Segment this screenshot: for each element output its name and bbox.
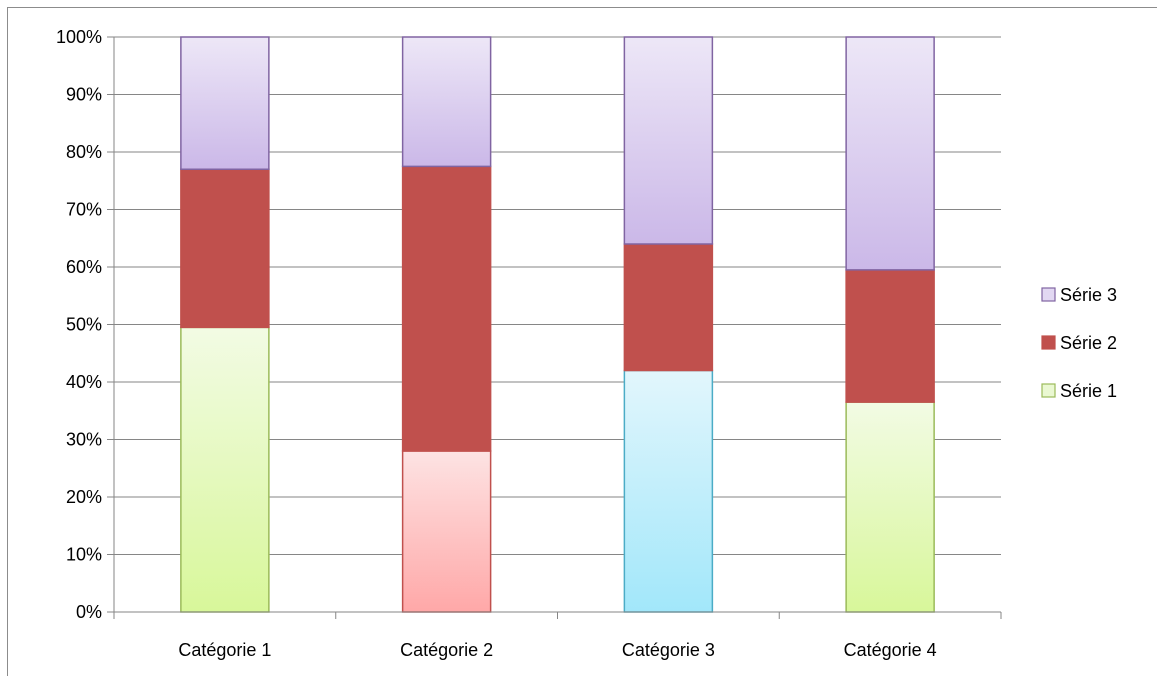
y-tick-label: 30%	[66, 430, 102, 450]
y-tick-label: 0%	[76, 602, 102, 622]
x-tick-label: Catégorie 1	[178, 640, 271, 660]
y-tick-label: 100%	[56, 27, 102, 47]
legend-label: Série 1	[1060, 381, 1117, 401]
y-tick-label: 60%	[66, 257, 102, 277]
y-tick-label: 80%	[66, 142, 102, 162]
bar-segment-serie-2-cat-2	[401, 165, 492, 452]
bar-segment-serie-3-cat-4	[845, 36, 935, 271]
y-tick-label: 50%	[66, 315, 102, 335]
legend-swatch	[1041, 383, 1056, 398]
y-tick-label: 20%	[66, 487, 102, 507]
bar-segment-serie-1-cat-4	[845, 401, 935, 613]
stacked-percent-bar-chart: 0% 10% 20% 30% 40% 50% 60% 70% 80% 90% 100% Catégor…	[56, 27, 1117, 660]
bar-segment-serie-2-cat-3	[623, 243, 714, 372]
y-tick-label: 10%	[66, 545, 102, 565]
x-tick-label: Catégorie 2	[400, 640, 493, 660]
x-tick-label: Catégorie 3	[622, 640, 715, 660]
bar-segment-serie-3-cat-3	[623, 36, 714, 245]
bar-segment-serie-2-cat-4	[845, 269, 935, 403]
legend-label: Série 3	[1060, 285, 1117, 305]
y-tick-label: 90%	[66, 85, 102, 105]
bar-segment-serie-3-cat-1	[180, 36, 270, 170]
legend: Série 3 Série 2 Série 1	[1041, 285, 1117, 401]
legend-swatch	[1041, 287, 1056, 302]
chart-frame: 0% 10% 20% 30% 40% 50% 60% 70% 80% 90% 100% Catégor…	[7, 7, 1157, 676]
axes: 0% 10% 20% 30% 40% 50% 60% 70% 80% 90% 100% Catégor…	[56, 27, 1002, 660]
legend-swatch	[1041, 335, 1056, 350]
bar-segment-serie-1-cat-3	[623, 369, 714, 613]
legend-label: Série 2	[1060, 333, 1117, 353]
bar-segment-serie-2-cat-1	[180, 168, 270, 329]
bar-segment-serie-3-cat-2	[401, 36, 492, 168]
bar-segment-serie-1-cat-2	[401, 450, 492, 613]
x-tick-label: Catégorie 4	[844, 640, 937, 660]
bars	[180, 36, 935, 613]
bar-segment-serie-1-cat-1	[180, 326, 270, 613]
y-tick-label: 40%	[66, 372, 102, 392]
y-tick-label: 70%	[66, 200, 102, 220]
